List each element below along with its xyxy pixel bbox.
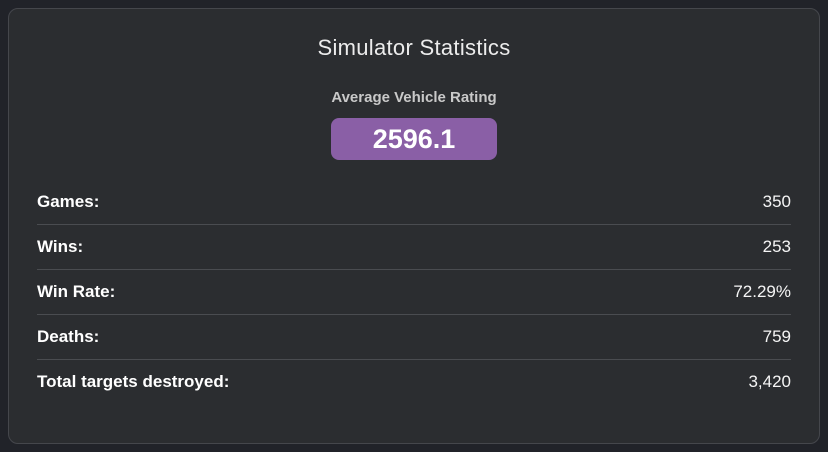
stat-row-wins: Wins: 253 <box>37 225 791 270</box>
stat-value: 350 <box>762 192 791 211</box>
stat-value: 3,420 <box>748 372 791 391</box>
stat-row-games: Games: 350 <box>37 180 791 225</box>
stat-value: 253 <box>762 237 791 256</box>
card-title: Simulator Statistics <box>317 35 511 60</box>
average-vehicle-rating-label: Average Vehicle Rating <box>331 89 497 106</box>
stats-list: Games: 350 Wins: 253 Win Rate: 72.29% De… <box>37 180 791 404</box>
stat-value: 72.29% <box>733 282 791 301</box>
stat-value: 759 <box>762 327 791 346</box>
stat-row-win-rate: Win Rate: 72.29% <box>37 270 791 315</box>
stat-label: Wins: <box>37 237 84 256</box>
stat-row-deaths: Deaths: 759 <box>37 315 791 360</box>
stat-label: Total targets destroyed: <box>37 372 230 391</box>
average-vehicle-rating-badge: 2596.1 <box>331 118 497 160</box>
stat-row-total-targets-destroyed: Total targets destroyed: 3,420 <box>37 360 791 404</box>
stat-label: Deaths: <box>37 327 100 346</box>
stat-label: Games: <box>37 192 100 211</box>
simulator-statistics-card: Simulator Statistics Average Vehicle Rat… <box>8 8 820 444</box>
stat-label: Win Rate: <box>37 282 116 301</box>
